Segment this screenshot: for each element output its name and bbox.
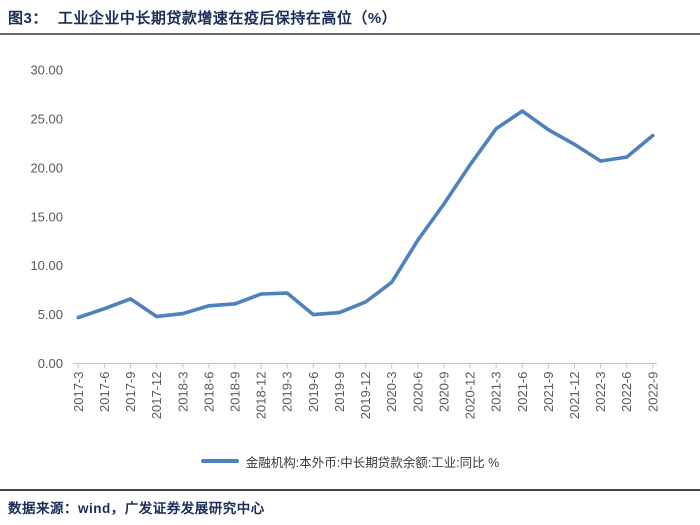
x-axis-label: 2018-12 xyxy=(254,372,269,420)
y-axis-label: 10.00 xyxy=(30,258,63,273)
figure-title: 图3： 工业企业中长期贷款增速在疫后保持在高位（%） xyxy=(8,7,397,28)
x-axis-label: 2018-6 xyxy=(201,372,216,412)
y-axis-label: 0.00 xyxy=(38,356,63,371)
y-axis-label: 5.00 xyxy=(38,307,63,322)
x-axis-label: 2021-3 xyxy=(489,371,504,411)
x-axis-label: 2021-12 xyxy=(567,372,582,420)
series xyxy=(76,108,655,320)
x-axis-label: 2019-3 xyxy=(280,372,295,412)
x-axis-label: 2020-12 xyxy=(463,372,478,420)
x-axis-label: 2020-6 xyxy=(410,372,425,412)
x-axis-label: 2022-9 xyxy=(645,372,660,412)
x-axis-label: 2021-6 xyxy=(515,372,530,412)
x-axis-labels: 2017-3 2017-6 2017-9 2017-12 2018-3 2018-6 201… xyxy=(71,371,660,420)
y-axis-labels: 0.00 5.00 10.00 15.00 20.00 25.00 30.00 xyxy=(30,63,63,372)
x-axis-label: 2022-3 xyxy=(593,372,608,412)
chart-legend: 金融机构:本外币:中长期贷款余额:工业:同比 % xyxy=(0,452,700,470)
y-axis-label: 25.00 xyxy=(30,111,63,126)
x-axis-label: 2018-3 xyxy=(175,372,190,412)
x-axis-label: 2020-9 xyxy=(436,372,451,412)
x-axis-label: 2019-12 xyxy=(358,372,373,420)
x-axis-label: 2019-6 xyxy=(306,372,321,412)
y-axis-label: 20.00 xyxy=(30,160,63,175)
series-polyline xyxy=(76,108,655,320)
x-axis-label: 2018-9 xyxy=(228,372,243,412)
y-axis-label: 30.00 xyxy=(30,63,63,78)
figure-title-text: 工业企业中长期贷款增速在疫后保持在高位（%） xyxy=(57,10,398,27)
x-axis xyxy=(73,362,657,369)
x-axis-label: 2017-9 xyxy=(123,372,138,412)
figure-number-label: 图3： xyxy=(8,10,48,27)
data-source: 数据来源：wind，广发证券发展研究中心 xyxy=(8,501,265,516)
x-axis-label: 2017-6 xyxy=(97,372,112,412)
footer-divider xyxy=(0,489,700,491)
y-axis-label: 15.00 xyxy=(30,209,63,224)
x-axis-label: 2021-9 xyxy=(541,372,556,412)
x-axis-label: 2022-6 xyxy=(619,372,634,412)
x-axis-label: 2019-9 xyxy=(332,372,347,412)
x-axis-label: 2017-3 xyxy=(71,372,86,412)
x-axis-label: 2017-12 xyxy=(149,372,164,420)
legend-line-swatch xyxy=(200,459,239,463)
title-divider xyxy=(0,33,700,35)
legend-label: 金融机构:本外币:中长期贷款余额:工业:同比 % xyxy=(245,455,500,470)
x-axis-label: 2020-3 xyxy=(384,372,399,412)
